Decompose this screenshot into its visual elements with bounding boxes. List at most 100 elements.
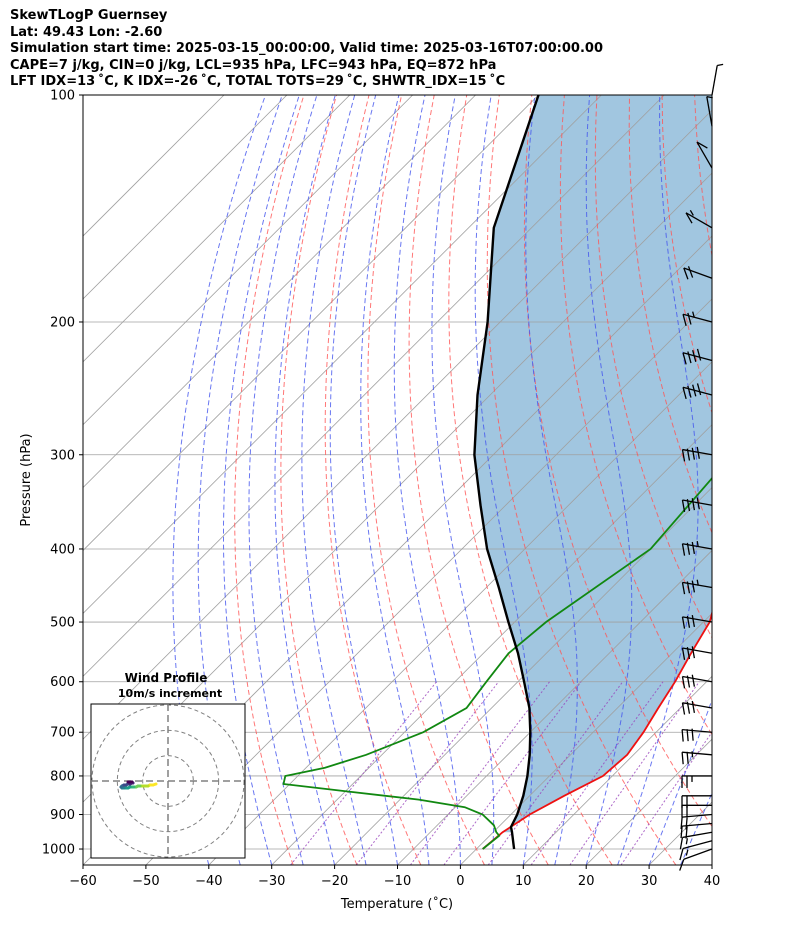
barb-flag (681, 729, 684, 742)
dry-adiabat-line (234, 95, 305, 865)
chart-title-block: SkewTLogP Guernsey Lat: 49.43 Lon: -2.60… (10, 8, 603, 91)
isotherm-line (83, 109, 712, 740)
barb-staff (706, 96, 713, 127)
barb-flag (696, 141, 708, 149)
dry-adiabat-line (448, 95, 613, 865)
wind-barb (682, 311, 713, 326)
y-axis-label: Pressure (hPa) (19, 433, 34, 526)
barb-flag (682, 314, 687, 326)
barb-half-flag (706, 96, 713, 99)
barb-staff (711, 65, 718, 96)
barb-flag (679, 859, 685, 871)
wind-barb (682, 348, 713, 365)
barb-flag (696, 383, 702, 396)
x-tick-label: 40 (704, 874, 721, 889)
wind-barb (681, 446, 713, 462)
barb-flag (682, 352, 687, 365)
dry-adiabat-line (559, 95, 712, 736)
mixing-ratio-line (530, 681, 664, 865)
dry-adiabat-line (760, 95, 794, 865)
barb-flag (686, 615, 691, 628)
barb-half-flag (689, 209, 694, 216)
wind-barb (696, 141, 713, 169)
moist-adiabat-line (274, 95, 336, 865)
x-tick-label: 10 (515, 874, 532, 889)
isotherm-line (83, 95, 288, 300)
y-tick-label: 800 (50, 769, 75, 784)
barb-staff (682, 831, 713, 839)
isotherm-line (145, 298, 712, 865)
barb-flag (686, 542, 691, 555)
barb-flag (687, 385, 692, 398)
wind-barb (681, 700, 713, 715)
x-tick-label: 20 (578, 874, 595, 889)
barb-staff (682, 352, 713, 362)
barb-flag (691, 541, 696, 554)
chart-grid (83, 95, 794, 865)
isotherm-line (83, 95, 539, 552)
stability-indices: LFT IDX=13 ˚C, K IDX=-26 ˚C, TOTAL TOTS=… (10, 74, 506, 89)
barb-flag (680, 826, 683, 839)
isotherm-line (83, 95, 225, 237)
barb-flag (686, 729, 689, 742)
barb-flag (681, 499, 686, 512)
y-tick-label: 300 (50, 448, 75, 463)
isotherm-line (711, 864, 712, 865)
barb-flag (681, 582, 686, 595)
wind-barb (681, 775, 712, 788)
hodograph-plot (91, 704, 245, 858)
barb-half-flag (696, 579, 699, 586)
barb-flag (682, 387, 687, 400)
profile-lines (282, 95, 712, 850)
x-tick-label: −10 (384, 874, 411, 889)
wind-barb (685, 209, 713, 229)
moist-adiabat-line (617, 95, 699, 865)
wind-barb (679, 831, 713, 850)
isotherm-line (83, 95, 413, 426)
wind-barb (680, 822, 713, 839)
y-tick-label: 100 (50, 89, 75, 104)
x-tick-label: 0 (456, 874, 464, 889)
wind-barb (681, 751, 713, 765)
barb-staff (682, 386, 713, 396)
wind-barb (681, 795, 712, 808)
dry-adiabat-line (523, 95, 712, 828)
isotherm-line (775, 95, 794, 865)
wind-barb (679, 840, 713, 861)
wind-barb (706, 96, 713, 127)
barb-half-flag (696, 541, 699, 548)
moist-adiabat-line (197, 95, 283, 865)
stability-parameters: CAPE=7 j/kg, CIN=0 j/kg, LCL=935 hPa, LF… (10, 57, 497, 73)
dry-adiabat-line (661, 95, 712, 415)
isotherm-line (397, 549, 712, 865)
mixing-ratio-line (409, 681, 550, 865)
barb-staff (682, 822, 713, 827)
mixing-ratio-line (487, 681, 624, 865)
x-tick-label: −30 (258, 874, 285, 889)
barb-half-flag (685, 849, 689, 856)
barb-flag (685, 212, 693, 224)
dry-adiabat-line (594, 95, 712, 639)
isotherm-line (334, 487, 712, 865)
barb-flag (685, 817, 688, 830)
barb-flag (696, 446, 700, 459)
y-tick-label: 400 (50, 542, 75, 557)
barb-flag (686, 448, 691, 461)
cape-fill-area (474, 95, 712, 833)
moist-adiabat-line (223, 95, 300, 865)
barb-flag (680, 817, 683, 830)
barb-flag (696, 497, 700, 510)
barb-flag (681, 543, 686, 556)
barb-flag (691, 728, 694, 741)
dry-adiabat-line (280, 95, 358, 865)
y-tick-label: 200 (50, 315, 75, 330)
barb-flag (691, 646, 696, 659)
barb-staff (682, 702, 713, 709)
moist-adiabat-line (172, 95, 266, 865)
barb-staff (682, 840, 713, 850)
barb-flag (691, 498, 696, 511)
barb-flag (683, 267, 689, 280)
mixing-ratio-line (569, 681, 700, 865)
wind-barb (711, 63, 724, 96)
barb-staff (696, 141, 713, 169)
